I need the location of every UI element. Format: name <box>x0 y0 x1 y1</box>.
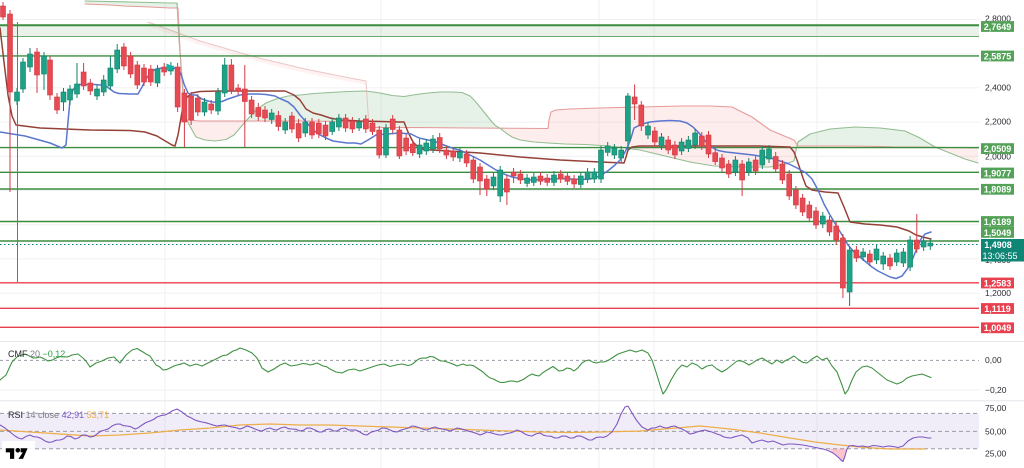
svg-text:1,6189: 1,6189 <box>984 217 1012 227</box>
svg-text:1,0049: 1,0049 <box>984 323 1012 333</box>
svg-text:2,4000: 2,4000 <box>985 83 1011 93</box>
svg-text:1,5049: 1,5049 <box>984 228 1012 238</box>
svg-text:13:06:55: 13:06:55 <box>982 251 1017 261</box>
svg-text:1,2000: 1,2000 <box>985 288 1011 298</box>
svg-text:25,00: 25,00 <box>985 449 1007 459</box>
svg-text:1,2583: 1,2583 <box>984 278 1012 288</box>
svg-text:1,4908: 1,4908 <box>984 240 1012 250</box>
svg-text:2,2000: 2,2000 <box>985 117 1011 127</box>
svg-text:1,1119: 1,1119 <box>984 304 1011 314</box>
svg-text:−0,20: −0,20 <box>985 385 1007 395</box>
svg-text:0,00: 0,00 <box>985 355 1002 365</box>
svg-text:2,0509: 2,0509 <box>984 144 1012 154</box>
svg-text:2,0000: 2,0000 <box>985 152 1011 162</box>
svg-text:2,5875: 2,5875 <box>984 51 1012 61</box>
svg-text:2,7649: 2,7649 <box>984 22 1012 32</box>
svg-text:1,8089: 1,8089 <box>984 185 1012 195</box>
svg-text:1,9077: 1,9077 <box>984 168 1012 178</box>
svg-text:75,00: 75,00 <box>985 403 1007 413</box>
svg-text:50,00: 50,00 <box>985 427 1007 437</box>
svg-text:2,8000: 2,8000 <box>985 14 1011 24</box>
svg-text:RSI 14 close 42,91 53,71: RSI 14 close 42,91 53,71 <box>8 410 109 420</box>
svg-text:CMF 20 −0,12: CMF 20 −0,12 <box>8 349 65 359</box>
